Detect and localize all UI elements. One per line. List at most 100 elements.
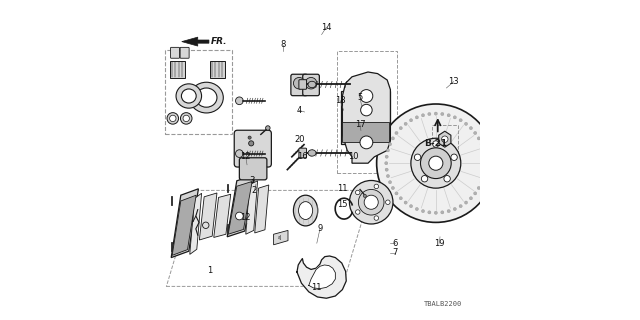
Circle shape [477, 186, 481, 189]
Circle shape [236, 212, 243, 220]
Polygon shape [297, 256, 346, 298]
Text: 7: 7 [392, 248, 398, 257]
Polygon shape [255, 185, 269, 233]
Polygon shape [274, 230, 288, 245]
Circle shape [374, 184, 379, 189]
Circle shape [483, 155, 486, 158]
Ellipse shape [308, 81, 316, 88]
Polygon shape [342, 72, 390, 163]
Circle shape [477, 137, 481, 140]
Circle shape [484, 162, 487, 165]
Circle shape [376, 104, 495, 222]
Polygon shape [309, 265, 335, 289]
Circle shape [415, 207, 419, 211]
Circle shape [469, 197, 472, 200]
Circle shape [385, 155, 388, 158]
Text: 14: 14 [321, 23, 332, 32]
Circle shape [349, 180, 393, 224]
Ellipse shape [308, 150, 316, 156]
Circle shape [236, 97, 243, 105]
Text: 12: 12 [241, 213, 251, 222]
Circle shape [434, 112, 438, 115]
Text: 6: 6 [392, 239, 398, 248]
Circle shape [391, 186, 394, 189]
FancyBboxPatch shape [291, 74, 307, 96]
Text: 11: 11 [337, 184, 348, 193]
Circle shape [387, 174, 390, 178]
FancyBboxPatch shape [299, 80, 307, 89]
Text: 16: 16 [297, 152, 308, 161]
Circle shape [364, 195, 378, 209]
Circle shape [465, 201, 468, 204]
Circle shape [167, 113, 179, 124]
Circle shape [447, 210, 451, 213]
FancyBboxPatch shape [234, 130, 271, 167]
Circle shape [399, 126, 403, 130]
Text: 19: 19 [434, 239, 445, 248]
Text: TBALB2200: TBALB2200 [424, 301, 462, 307]
Text: 1: 1 [207, 266, 212, 275]
Circle shape [404, 201, 407, 204]
Text: 4: 4 [296, 106, 302, 115]
Polygon shape [340, 91, 390, 144]
Circle shape [483, 168, 486, 171]
Circle shape [421, 176, 428, 182]
Circle shape [459, 119, 462, 122]
Polygon shape [342, 122, 388, 142]
Polygon shape [227, 175, 255, 237]
Polygon shape [189, 193, 202, 254]
Circle shape [421, 114, 424, 117]
FancyBboxPatch shape [239, 158, 267, 180]
Circle shape [248, 141, 253, 146]
Text: B-21: B-21 [424, 139, 447, 148]
Circle shape [183, 115, 189, 122]
Circle shape [360, 136, 372, 149]
Circle shape [410, 204, 413, 208]
Circle shape [453, 116, 456, 119]
Circle shape [420, 148, 451, 179]
Circle shape [293, 77, 305, 89]
Text: 18: 18 [335, 96, 346, 105]
Circle shape [364, 194, 367, 197]
Text: FR.: FR. [211, 37, 227, 46]
Circle shape [385, 162, 388, 165]
FancyBboxPatch shape [299, 148, 307, 158]
Ellipse shape [293, 195, 318, 226]
Text: 9: 9 [317, 224, 323, 233]
Circle shape [388, 180, 392, 184]
Circle shape [434, 211, 438, 214]
Polygon shape [170, 196, 172, 205]
Polygon shape [438, 131, 451, 147]
Circle shape [361, 104, 372, 116]
Circle shape [305, 77, 317, 89]
Circle shape [441, 211, 444, 214]
Ellipse shape [181, 89, 196, 103]
Circle shape [385, 168, 388, 171]
Circle shape [236, 150, 243, 157]
Polygon shape [228, 181, 252, 234]
Circle shape [266, 126, 270, 130]
Circle shape [355, 210, 360, 214]
FancyBboxPatch shape [180, 47, 189, 58]
Circle shape [395, 132, 398, 135]
Polygon shape [246, 181, 258, 234]
Text: 12: 12 [241, 152, 251, 161]
Circle shape [451, 154, 458, 160]
Ellipse shape [298, 202, 313, 220]
Circle shape [404, 122, 407, 125]
Circle shape [387, 149, 390, 152]
Circle shape [482, 149, 485, 152]
Circle shape [360, 90, 372, 102]
Circle shape [358, 189, 384, 215]
Polygon shape [214, 194, 231, 237]
Circle shape [465, 122, 468, 125]
Circle shape [474, 132, 477, 135]
Circle shape [469, 126, 472, 130]
Circle shape [355, 190, 360, 195]
Text: 20: 20 [294, 135, 305, 144]
Text: 5: 5 [357, 93, 363, 102]
Polygon shape [227, 184, 228, 192]
Circle shape [441, 112, 444, 116]
Circle shape [391, 137, 394, 140]
Polygon shape [170, 242, 172, 251]
